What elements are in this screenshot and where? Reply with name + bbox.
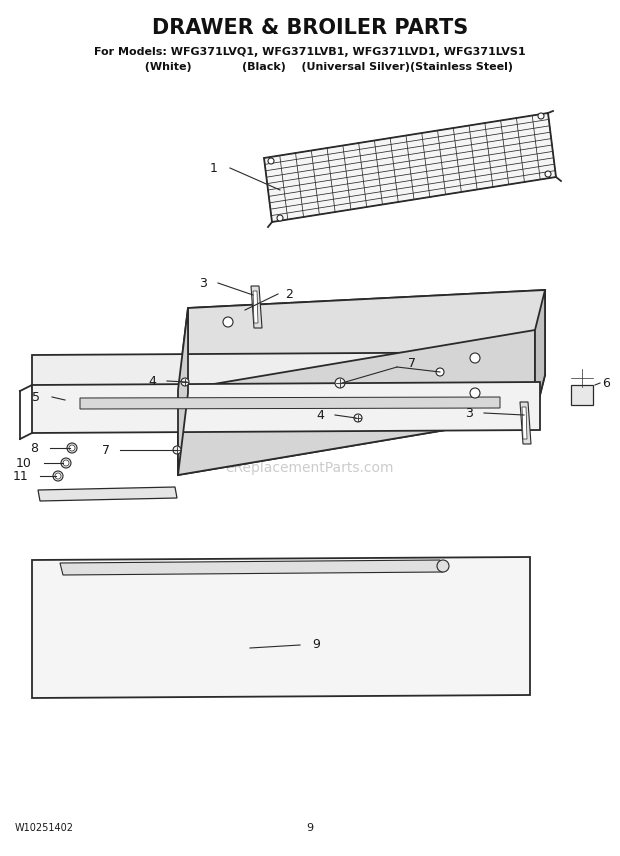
Polygon shape	[32, 557, 530, 698]
Polygon shape	[264, 113, 556, 222]
Polygon shape	[80, 397, 500, 409]
Text: 6: 6	[602, 377, 610, 389]
Circle shape	[538, 113, 544, 119]
Text: 7: 7	[408, 356, 416, 370]
FancyBboxPatch shape	[571, 385, 593, 405]
Polygon shape	[60, 560, 443, 575]
Polygon shape	[38, 487, 177, 501]
Text: DRAWER & BROILER PARTS: DRAWER & BROILER PARTS	[152, 18, 468, 38]
Text: 11: 11	[12, 469, 28, 483]
Polygon shape	[535, 290, 545, 415]
Circle shape	[69, 445, 75, 451]
Polygon shape	[178, 308, 188, 475]
Text: 4: 4	[148, 375, 156, 388]
Polygon shape	[188, 290, 545, 393]
Circle shape	[181, 378, 189, 386]
Text: 9: 9	[306, 823, 314, 833]
Circle shape	[354, 414, 362, 422]
Circle shape	[173, 446, 181, 454]
Polygon shape	[251, 286, 262, 328]
Circle shape	[437, 560, 449, 572]
Text: (White)             (Black)    (Universal Silver)(Stainless Steel): (White) (Black) (Universal Silver)(Stain…	[107, 62, 513, 72]
Text: W10251402: W10251402	[15, 823, 74, 833]
Circle shape	[63, 460, 69, 466]
Circle shape	[436, 368, 444, 376]
Circle shape	[470, 388, 480, 398]
Text: 4: 4	[316, 408, 324, 421]
Text: 3: 3	[199, 276, 207, 289]
Circle shape	[268, 158, 274, 164]
Text: 7: 7	[102, 443, 110, 456]
Polygon shape	[522, 407, 527, 439]
Circle shape	[223, 317, 233, 327]
Circle shape	[67, 443, 77, 453]
Text: 8: 8	[30, 442, 38, 455]
Text: For Models: WFG371LVQ1, WFG371LVB1, WFG371LVD1, WFG371LVS1: For Models: WFG371LVQ1, WFG371LVB1, WFG3…	[94, 47, 526, 57]
Circle shape	[470, 353, 480, 363]
Polygon shape	[178, 375, 545, 475]
Polygon shape	[178, 330, 535, 475]
Text: 2: 2	[285, 288, 293, 300]
Text: 1: 1	[210, 162, 218, 175]
Circle shape	[335, 378, 345, 388]
Circle shape	[53, 471, 63, 481]
Circle shape	[545, 171, 551, 177]
Polygon shape	[520, 402, 531, 444]
Circle shape	[277, 215, 283, 221]
Text: 10: 10	[16, 456, 32, 469]
Polygon shape	[178, 290, 545, 390]
Text: eReplacementParts.com: eReplacementParts.com	[226, 461, 394, 475]
Polygon shape	[253, 291, 258, 323]
Polygon shape	[32, 382, 540, 433]
Circle shape	[55, 473, 61, 479]
Circle shape	[61, 458, 71, 468]
Polygon shape	[32, 352, 540, 388]
Text: 5: 5	[32, 390, 40, 403]
Text: 9: 9	[312, 639, 320, 651]
Text: 3: 3	[465, 407, 473, 419]
